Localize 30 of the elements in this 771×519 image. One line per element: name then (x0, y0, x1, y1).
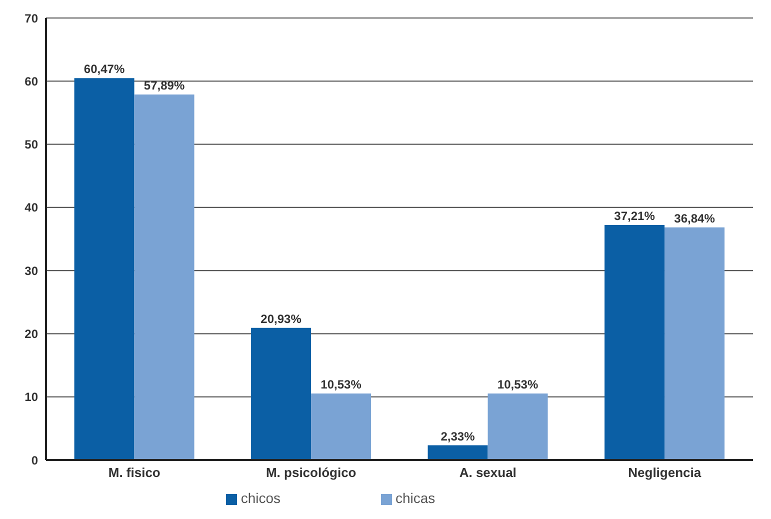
legend-label: chicos (240, 490, 280, 506)
x-tick-label: M. fisico (108, 465, 160, 480)
data-label: 20,93% (260, 312, 302, 326)
y-tick-label: 0 (31, 453, 38, 468)
x-tick-label: Negligencia (628, 465, 702, 480)
y-tick-label: 40 (24, 200, 38, 215)
data-label: 60,47% (84, 62, 125, 76)
x-tick-label: A. sexual (459, 465, 516, 480)
data-label: 10,53% (497, 378, 538, 392)
y-tick-label: 30 (24, 264, 38, 278)
bar (428, 445, 488, 460)
y-tick-label: 70 (24, 11, 38, 26)
bar (311, 394, 372, 460)
data-label: 10,53% (320, 378, 362, 392)
bar (664, 227, 725, 460)
data-label: 2,33% (440, 429, 476, 444)
y-tick-label: 60 (24, 74, 38, 88)
y-tick-label: 50 (24, 138, 38, 152)
bar (251, 328, 312, 460)
bar (134, 94, 194, 460)
data-label: 57,89% (144, 78, 185, 92)
y-tick-label: 10 (24, 390, 38, 404)
legend-label: chicas (396, 490, 436, 506)
y-tick-label: 20 (24, 326, 38, 341)
bar (604, 225, 665, 460)
bar (74, 78, 134, 460)
data-label: 37,21% (614, 209, 656, 224)
bar (488, 394, 548, 460)
data-label: 36,84% (674, 211, 716, 226)
x-tick-label: M. psicológico (266, 465, 356, 480)
